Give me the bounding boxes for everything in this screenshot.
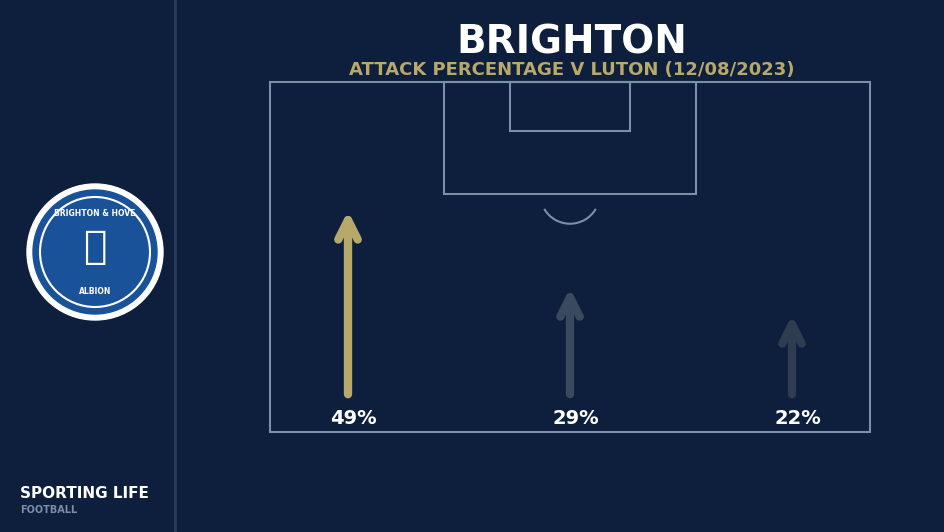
Text: 🦅: 🦅 <box>83 228 107 266</box>
Text: 49%: 49% <box>329 409 377 428</box>
Text: 22%: 22% <box>773 409 820 428</box>
Circle shape <box>27 184 162 320</box>
Text: ALBION: ALBION <box>78 287 111 296</box>
Bar <box>444 82 696 194</box>
Text: SPORTING LIFE: SPORTING LIFE <box>20 486 149 502</box>
Text: 29%: 29% <box>551 409 598 428</box>
Text: BRIGHTON & HOVE: BRIGHTON & HOVE <box>54 210 136 219</box>
Text: BRIGHTON: BRIGHTON <box>456 23 686 61</box>
Text: ATTACK PERCENTAGE V LUTON (12/08/2023): ATTACK PERCENTAGE V LUTON (12/08/2023) <box>349 61 794 79</box>
Text: FOOTBALL: FOOTBALL <box>20 505 77 515</box>
Bar <box>270 82 869 432</box>
Bar <box>510 82 630 131</box>
Circle shape <box>33 190 157 314</box>
